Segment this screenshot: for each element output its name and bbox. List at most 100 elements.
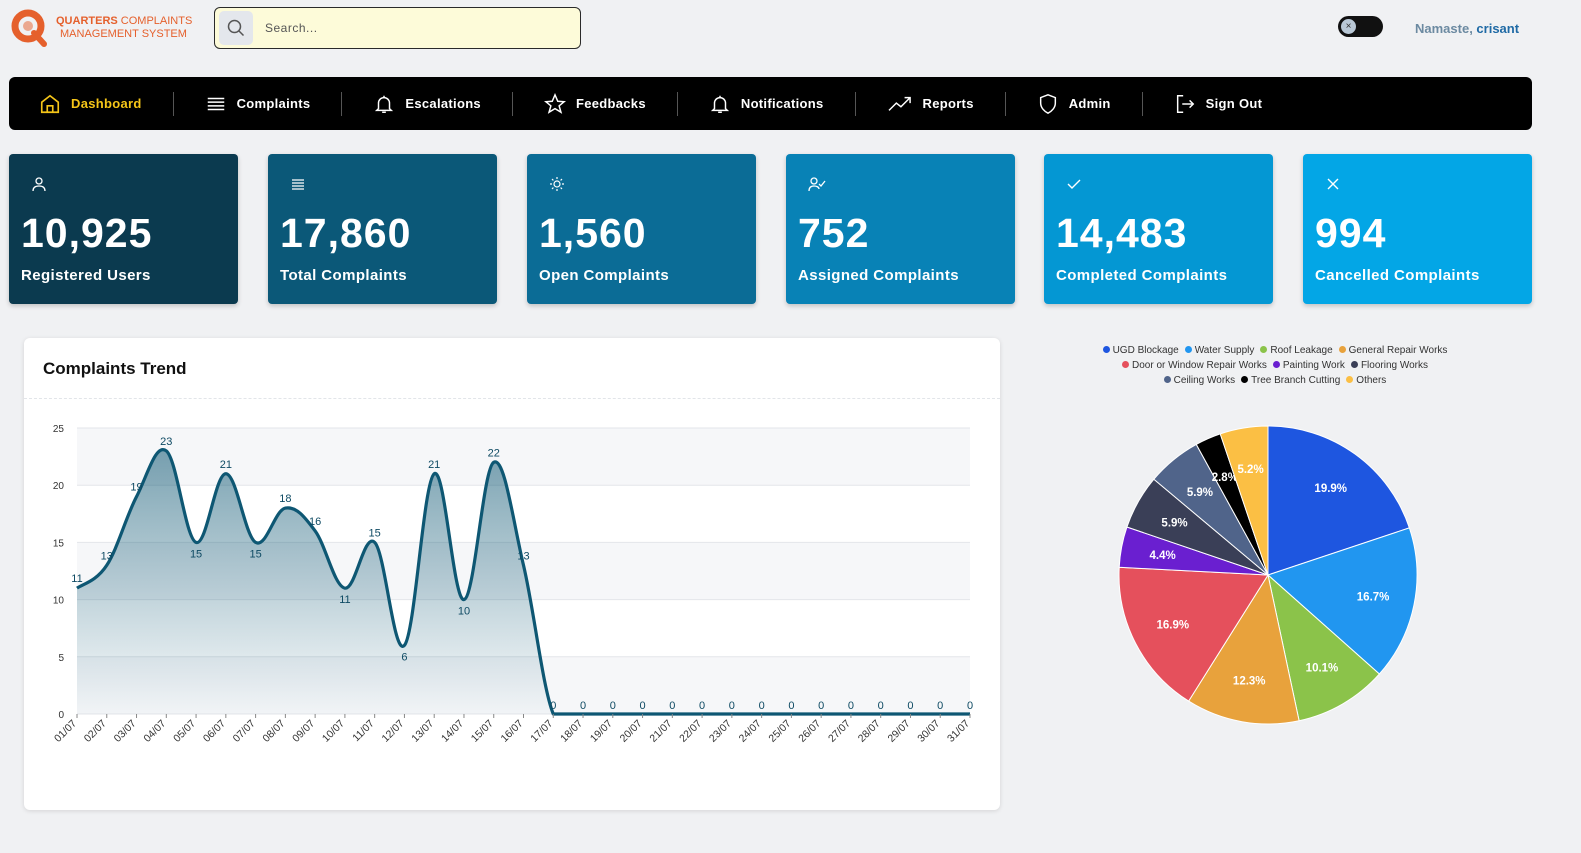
search-bar[interactable]	[214, 7, 581, 49]
data-label: 22	[488, 447, 500, 459]
card-assigned-complaints[interactable]: 752 Assigned Complaints	[786, 154, 1015, 304]
nav-divider	[1141, 91, 1143, 116]
legend-item[interactable]: Roof Leakage	[1260, 343, 1333, 358]
user-check-icon	[808, 177, 826, 192]
search-input[interactable]	[265, 21, 565, 35]
slice-label: 16.7%	[1357, 592, 1390, 604]
logo-q-icon	[10, 8, 50, 48]
legend-swatch	[1163, 376, 1171, 383]
theme-toggle[interactable]: ×	[1338, 16, 1383, 37]
user-name[interactable]: crisant	[1476, 21, 1520, 36]
data-label: 11	[71, 573, 82, 585]
x-tick-label: 09/07	[290, 718, 317, 745]
x-tick-label: 10/07	[320, 718, 347, 745]
card-value: 1,560	[539, 210, 647, 256]
app-logo[interactable]: QUARTERS COMPLAINTS MANAGEMENT SYSTEM	[10, 8, 192, 48]
nav-reports[interactable]: Reports	[887, 77, 974, 130]
slice-label: 2.8%	[1212, 472, 1238, 484]
legend-item[interactable]: Tree Branch Cutting	[1241, 373, 1340, 388]
legend-label: Roof Leakage	[1270, 345, 1333, 356]
x-tick-label: 19/07	[588, 718, 615, 745]
data-label: 0	[818, 700, 824, 712]
list-icon	[292, 179, 304, 190]
data-label: 11	[339, 594, 350, 606]
data-label: 0	[848, 700, 854, 712]
search-icon[interactable]	[219, 11, 253, 45]
legend-item[interactable]: Others	[1346, 373, 1386, 388]
data-label: 0	[937, 700, 943, 712]
app-name-line2: MANAGEMENT SYSTEM	[60, 28, 187, 40]
x-tick-label: 20/07	[618, 718, 645, 745]
legend-item[interactable]: Ceiling Works	[1163, 373, 1235, 388]
pie-slice	[1267, 573, 1381, 722]
card-value: 752	[798, 210, 870, 256]
nav-label: Sign Out	[1205, 96, 1263, 111]
slice-label: 16.9%	[1156, 619, 1189, 631]
slice-label: 5.9%	[1187, 487, 1213, 499]
category-pie-chart: 19.9% 16.7% 10.1% 12.3% 16.9% 4.4% 5.9% 5.9% 2.8…	[1118, 425, 1418, 725]
card-value: 994	[1315, 210, 1387, 256]
data-label: 10	[458, 606, 470, 618]
card-cancelled-complaints[interactable]: 994 Cancelled Complaints	[1303, 154, 1532, 304]
legend-swatch	[1102, 346, 1110, 353]
nav-complaints[interactable]: Complaints	[205, 77, 311, 130]
user-greeting: Namaste, crisant	[1415, 21, 1519, 36]
legend-item[interactable]: General Repair Works	[1338, 343, 1447, 358]
card-completed-complaints[interactable]: 14,483 Completed Complaints	[1044, 154, 1273, 304]
nav-feedbacks[interactable]: Feedbacks	[543, 77, 646, 130]
data-label: 15	[249, 548, 261, 560]
y-tick-label: 15	[53, 538, 65, 549]
nav-label: Feedbacks	[575, 96, 646, 111]
pie-slice	[1187, 573, 1300, 725]
legend-item[interactable]: Water Supply	[1184, 343, 1254, 358]
data-label: 15	[369, 527, 381, 539]
slice-label: 10.1%	[1306, 663, 1339, 675]
card-value: 14,483	[1056, 210, 1188, 256]
app-name-line1-bold: QUARTERS	[56, 15, 118, 27]
x-tick-label: 02/07	[82, 718, 109, 745]
pie-legend: UGD Blockage Water Supply Roof Leakage Gene…	[1070, 343, 1480, 388]
legend-swatch	[1122, 361, 1129, 368]
legend-item[interactable]: UGD Blockage	[1102, 343, 1179, 358]
trend-title: Complaints Trend	[43, 359, 187, 378]
legend-item[interactable]: Door or Window Repair Works	[1122, 358, 1267, 373]
nav-admin[interactable]: Admin	[1037, 77, 1111, 130]
slice-label: 19.9%	[1314, 483, 1347, 495]
card-label: Registered Users	[21, 267, 151, 284]
card-total-complaints[interactable]: 17,860 Total Complaints	[268, 154, 497, 304]
x-tick-label: 13/07	[409, 718, 436, 745]
legend-label: Door or Window Repair Works	[1132, 360, 1267, 371]
y-tick-label: 25	[53, 424, 65, 435]
card-open-complaints[interactable]: 1,560 Open Complaints	[527, 154, 756, 304]
greeting-prefix: Namaste,	[1415, 21, 1477, 36]
legend-item[interactable]: Painting Work	[1272, 358, 1345, 373]
x-tick-label: 03/07	[112, 718, 139, 745]
nav-label: Admin	[1068, 96, 1111, 111]
legend-item[interactable]: Flooring Works	[1350, 358, 1428, 373]
nav-sign-out[interactable]: Sign Out	[1174, 77, 1263, 130]
data-label: 0	[610, 700, 616, 712]
data-label: 23	[160, 436, 172, 448]
trend-chart: 0 5 10 15 20 25 11 01/07 13 02/07 19 03/07 23 04/07 15…	[52, 424, 973, 745]
data-label: 16	[309, 516, 321, 528]
x-tick-label: 22/07	[677, 718, 704, 745]
x-tick-label: 23/07	[707, 718, 734, 745]
data-label: 0	[669, 700, 675, 712]
x-tick-label: 25/07	[766, 718, 793, 745]
x-tick-label: 01/07	[52, 718, 79, 745]
card-registered-users[interactable]: 10,925 Registered Users	[9, 154, 238, 304]
nav-divider	[341, 91, 343, 116]
x-tick-label: 08/07	[260, 718, 287, 745]
bell-icon	[375, 95, 394, 113]
nav-notifications[interactable]: Notifications	[709, 77, 824, 130]
slice-label: 4.4%	[1150, 550, 1176, 562]
series-area	[77, 449, 970, 714]
data-label: 0	[640, 700, 646, 712]
pie-slice	[1267, 425, 1410, 576]
x-tick-label: 05/07	[171, 718, 198, 745]
x-tick-label: 15/07	[469, 718, 496, 745]
nav-escalations[interactable]: Escalations	[373, 77, 481, 130]
star-icon	[543, 92, 566, 114]
nav-dashboard[interactable]: Dashboard	[39, 77, 142, 130]
y-tick-label: 10	[53, 596, 65, 607]
